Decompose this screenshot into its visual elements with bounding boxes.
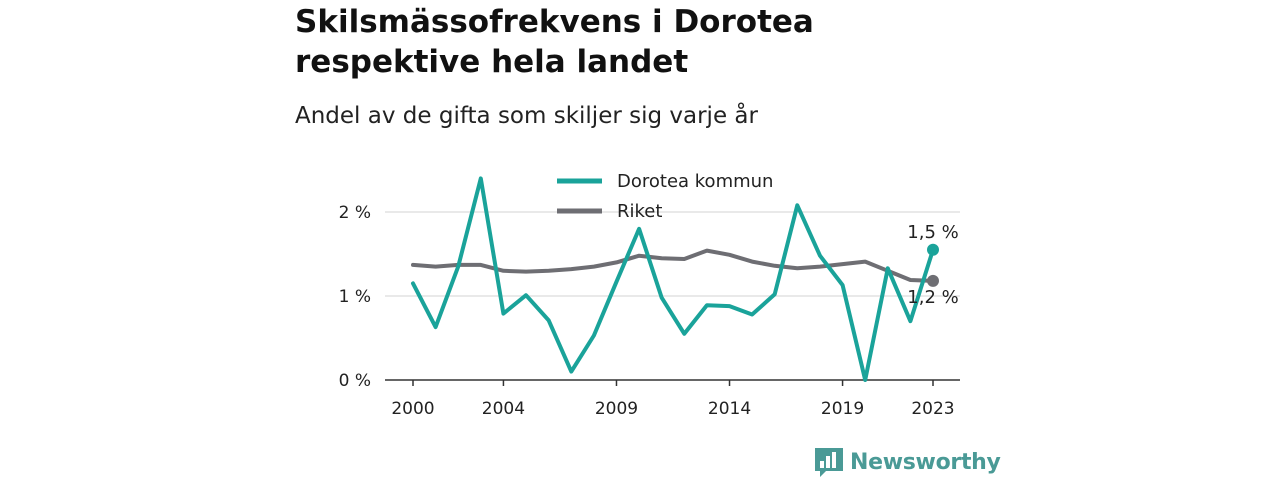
x-tick-label: 2000 [391,399,434,419]
series-layer [411,176,939,382]
series-line [411,176,935,382]
end-labels: 1,5 % 1,2 % [907,222,958,308]
grid-layer [385,211,960,297]
x-tick-label: 2014 [708,399,751,419]
axis-layer: 0 % 1 % 2 % 2000 2004 2009 2014 2019 2023 [339,203,960,419]
y-tick-label: 2 % [339,203,371,223]
legend-label: Dorotea kommun [617,171,773,192]
end-value-label: 1,5 % [907,222,958,243]
series-end-point [927,243,939,256]
newsworthy-logo-text: Newsworthy [850,449,1001,475]
chart-title: Skilsmässofrekvens i Dorotea respektive … [295,2,814,82]
x-tick-label: 2019 [821,399,864,419]
newsworthy-logo-icon [815,448,843,477]
newsworthy-logo: Newsworthy [814,446,1001,478]
x-tick-label: 2004 [482,399,525,419]
series-end-point [927,274,939,287]
chart-subtitle: Andel av de gifta som skiljer sig varje … [295,103,758,129]
legend: Dorotea kommun Riket [557,171,773,222]
chart-title-line-2: respektive hela landet [295,44,689,80]
series-line [411,248,935,283]
x-tick-label: 2009 [595,399,638,419]
x-tick-label: 2023 [911,399,954,419]
legend-label: Riket [617,201,662,222]
chart-title-line-1: Skilsmässofrekvens i Dorotea [295,4,814,40]
end-value-label: 1,2 % [907,287,958,308]
y-tick-label: 0 % [339,371,371,391]
y-tick-label: 1 % [339,287,371,307]
